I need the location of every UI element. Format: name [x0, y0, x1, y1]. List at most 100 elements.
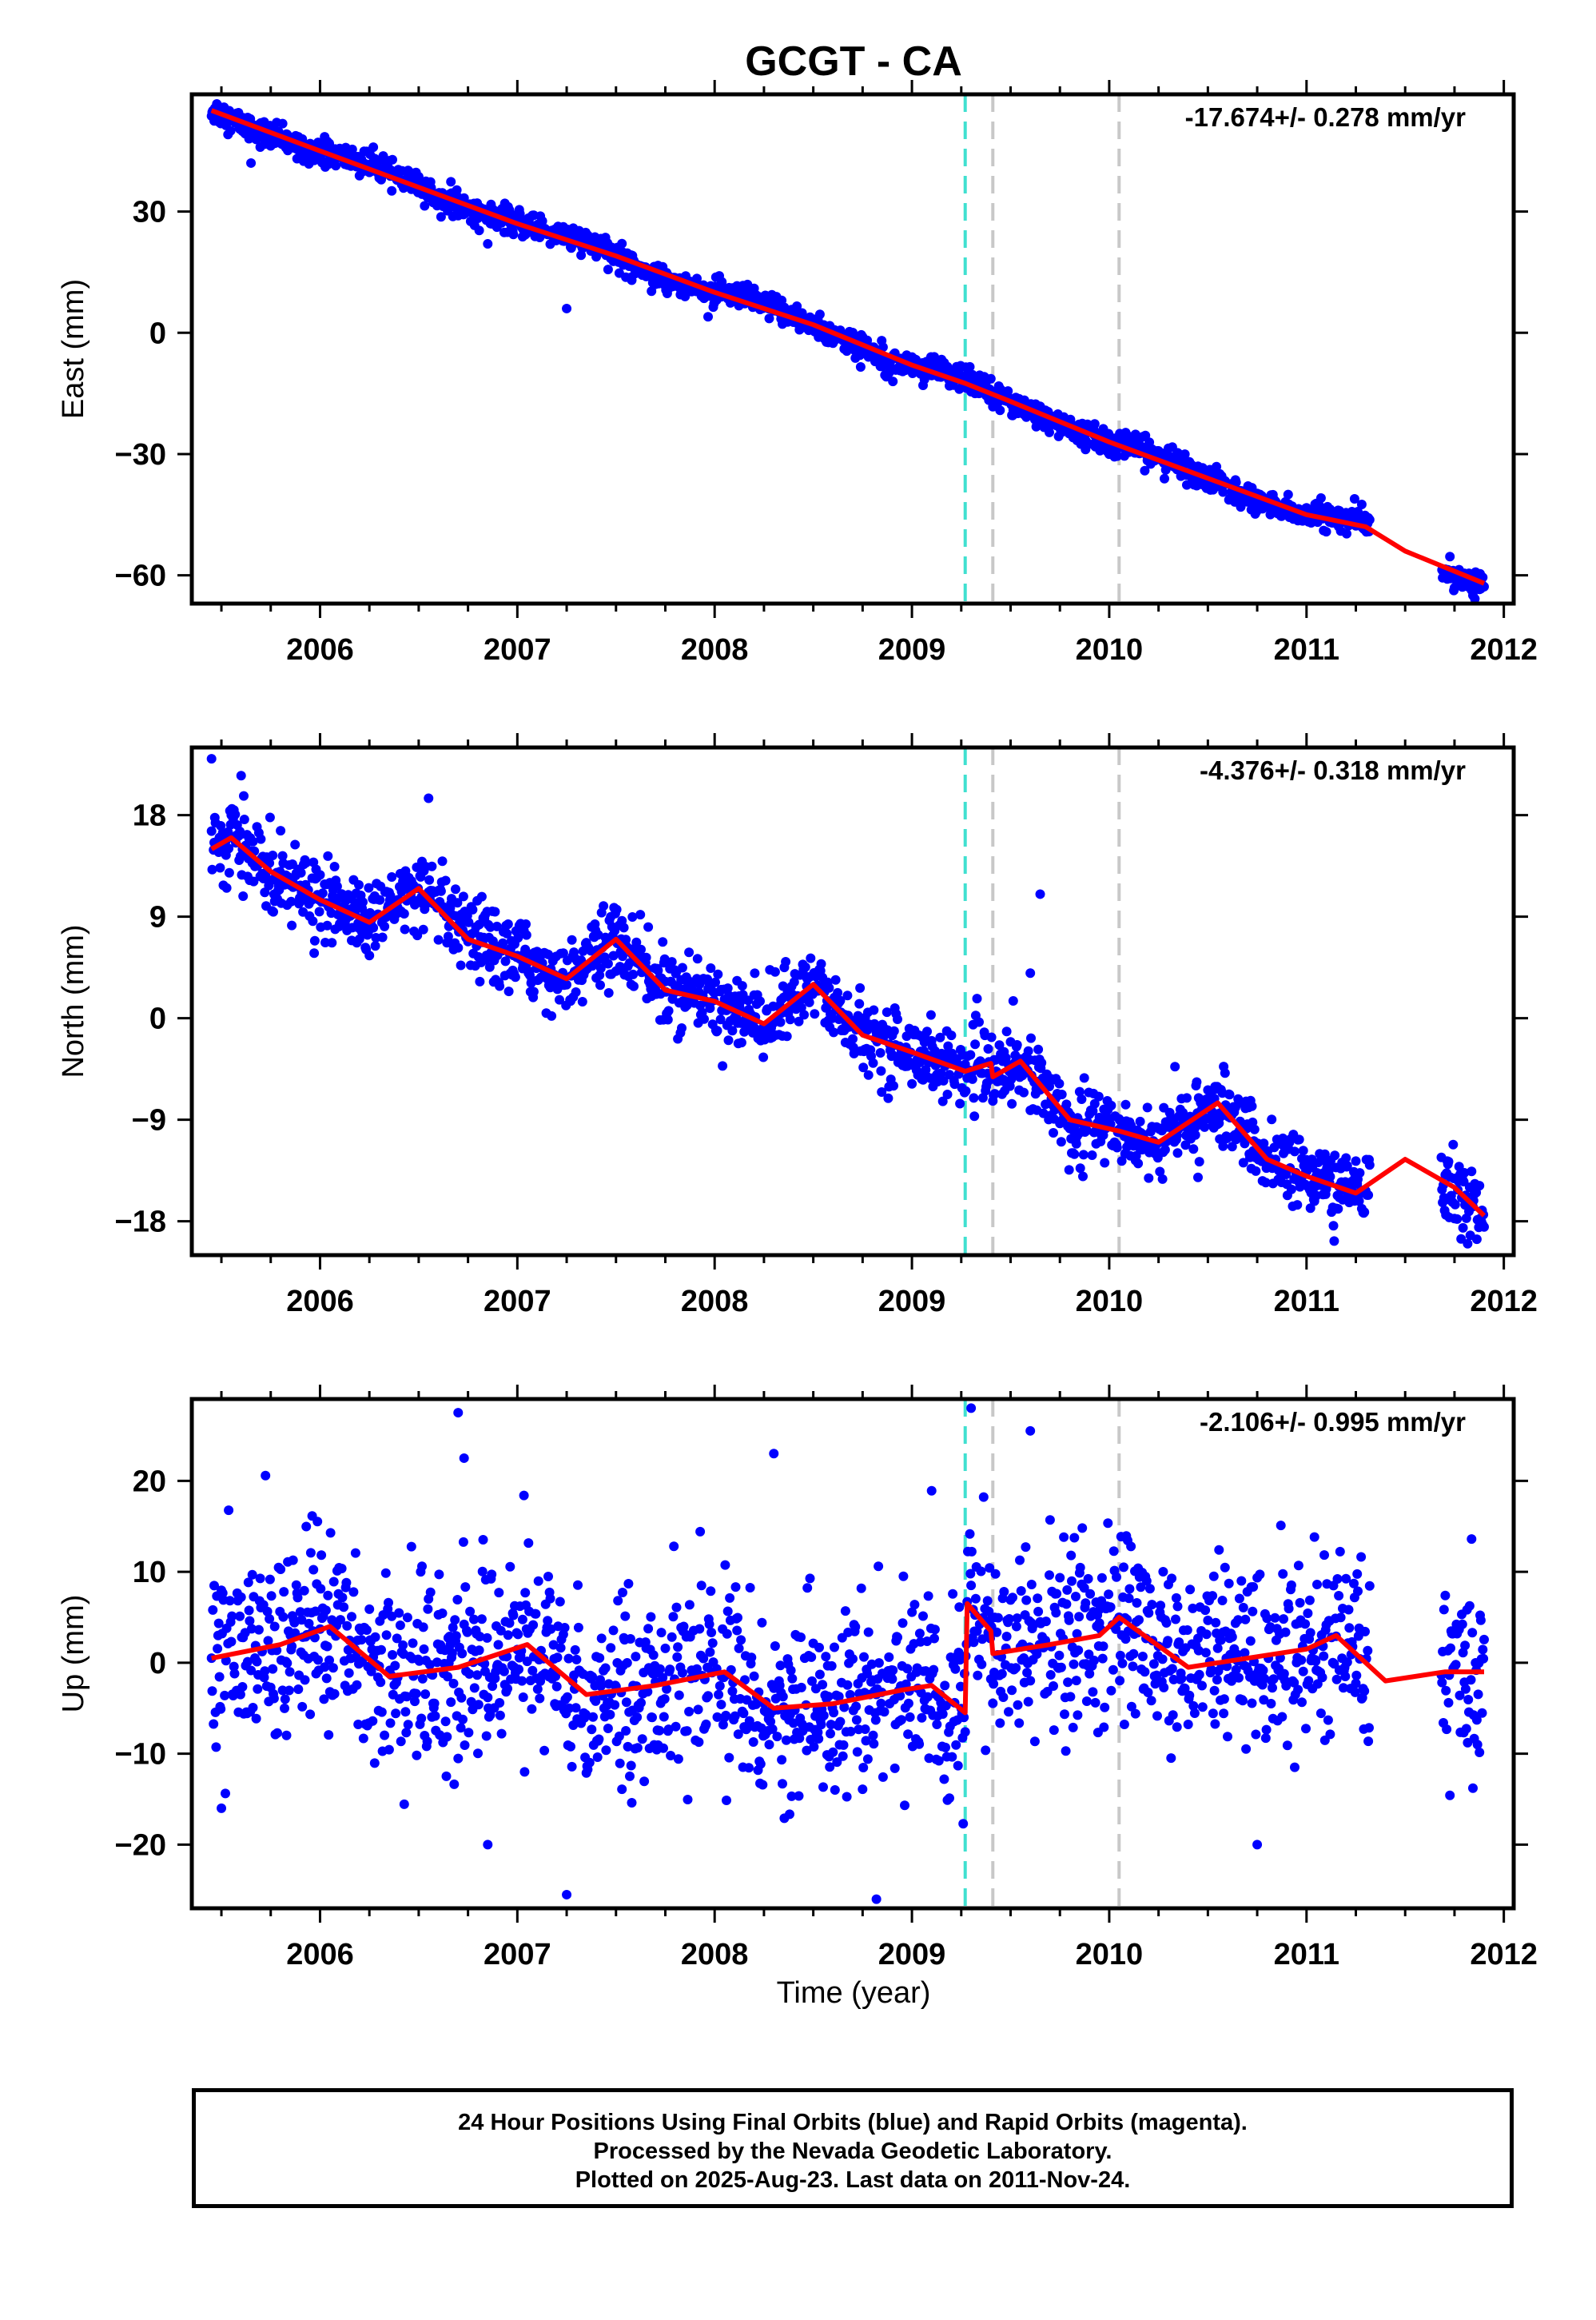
data-point [316, 1584, 326, 1594]
data-point [1078, 1171, 1088, 1182]
data-point [775, 1017, 786, 1027]
data-point [862, 1668, 873, 1679]
data-point [643, 922, 654, 932]
data-point [498, 938, 508, 948]
data-point [571, 1654, 582, 1664]
data-point [967, 369, 977, 380]
data-point [969, 1637, 979, 1648]
data-point [1001, 1026, 1012, 1037]
data-point [1167, 1573, 1177, 1584]
data-point [1115, 1676, 1125, 1686]
data-point [518, 1692, 528, 1702]
data-point [695, 1526, 706, 1537]
data-point [216, 1704, 226, 1714]
data-point [1069, 1659, 1079, 1669]
data-point [1061, 1599, 1072, 1609]
data-point [1294, 1134, 1304, 1145]
data-point [1041, 1616, 1051, 1627]
data-point [375, 895, 385, 905]
data-point [495, 1698, 505, 1708]
data-point [245, 1616, 255, 1626]
data-point [809, 1742, 819, 1752]
data-point [510, 972, 520, 983]
data-point [669, 1541, 679, 1552]
data-point [829, 1708, 839, 1718]
data-point [474, 1645, 484, 1656]
data-point [446, 177, 456, 187]
data-point [596, 1633, 607, 1644]
data-point [1200, 1605, 1211, 1616]
data-point [941, 1700, 951, 1711]
data-point [970, 1039, 981, 1050]
data-point [369, 1758, 380, 1768]
data-point [380, 1730, 390, 1740]
data-point [1075, 1562, 1085, 1573]
data-point [315, 870, 325, 880]
data-point [1088, 1687, 1098, 1697]
data-point [1470, 594, 1480, 604]
data-point [1298, 1666, 1308, 1676]
data-point [1304, 1595, 1315, 1605]
data-point [716, 1700, 726, 1710]
data-point [1008, 1593, 1017, 1603]
data-point [1088, 1106, 1098, 1116]
y-tick-label: 30 [133, 196, 166, 229]
data-point [324, 1730, 334, 1740]
data-point [310, 1606, 320, 1616]
data-point [531, 1608, 541, 1619]
data-point [1079, 1073, 1089, 1083]
data-point [364, 883, 374, 893]
data-point [1445, 1790, 1455, 1800]
data-point [1167, 1664, 1177, 1674]
data-point [955, 1098, 965, 1109]
data-point [215, 863, 225, 873]
data-point [933, 1756, 944, 1766]
data-point [999, 1587, 1009, 1596]
data-point [621, 935, 631, 945]
data-point [990, 1569, 1001, 1579]
data-point [1152, 1670, 1162, 1680]
data-point [567, 935, 577, 945]
data-point [1174, 1637, 1184, 1648]
data-point [631, 937, 642, 947]
data-point [960, 1727, 970, 1737]
data-point [555, 1643, 566, 1653]
data-point [514, 1664, 523, 1675]
data-point [816, 1720, 826, 1730]
data-point [537, 216, 547, 226]
data-point [221, 1656, 231, 1666]
data-point [1251, 1729, 1261, 1740]
data-point [368, 142, 379, 153]
data-point [1305, 1203, 1315, 1214]
data-point [429, 1698, 440, 1708]
data-point [388, 1650, 397, 1660]
data-point [246, 1665, 257, 1676]
data-point [1100, 1702, 1110, 1712]
data-point [862, 1754, 873, 1764]
data-point [814, 309, 825, 320]
data-point [237, 1682, 248, 1692]
data-point [970, 1593, 981, 1604]
data-point [551, 1671, 561, 1681]
data-point [401, 1728, 412, 1738]
data-point [606, 1643, 616, 1653]
data-point [1363, 1190, 1374, 1200]
data-point [605, 1709, 615, 1720]
data-point [1342, 528, 1351, 539]
data-point [639, 1776, 650, 1787]
data-point [353, 1720, 364, 1729]
data-point [268, 1664, 278, 1674]
data-point [466, 1696, 476, 1707]
data-point [1089, 1098, 1100, 1109]
data-point [713, 969, 723, 979]
data-point [953, 1648, 964, 1657]
data-point [618, 1588, 627, 1597]
data-point [399, 1799, 409, 1809]
data-point [377, 932, 388, 943]
data-point [499, 1666, 509, 1676]
outlier-point [562, 303, 572, 313]
data-point [1131, 1150, 1141, 1161]
data-point [889, 1026, 899, 1036]
data-point [584, 1757, 595, 1768]
data-point [490, 907, 500, 917]
